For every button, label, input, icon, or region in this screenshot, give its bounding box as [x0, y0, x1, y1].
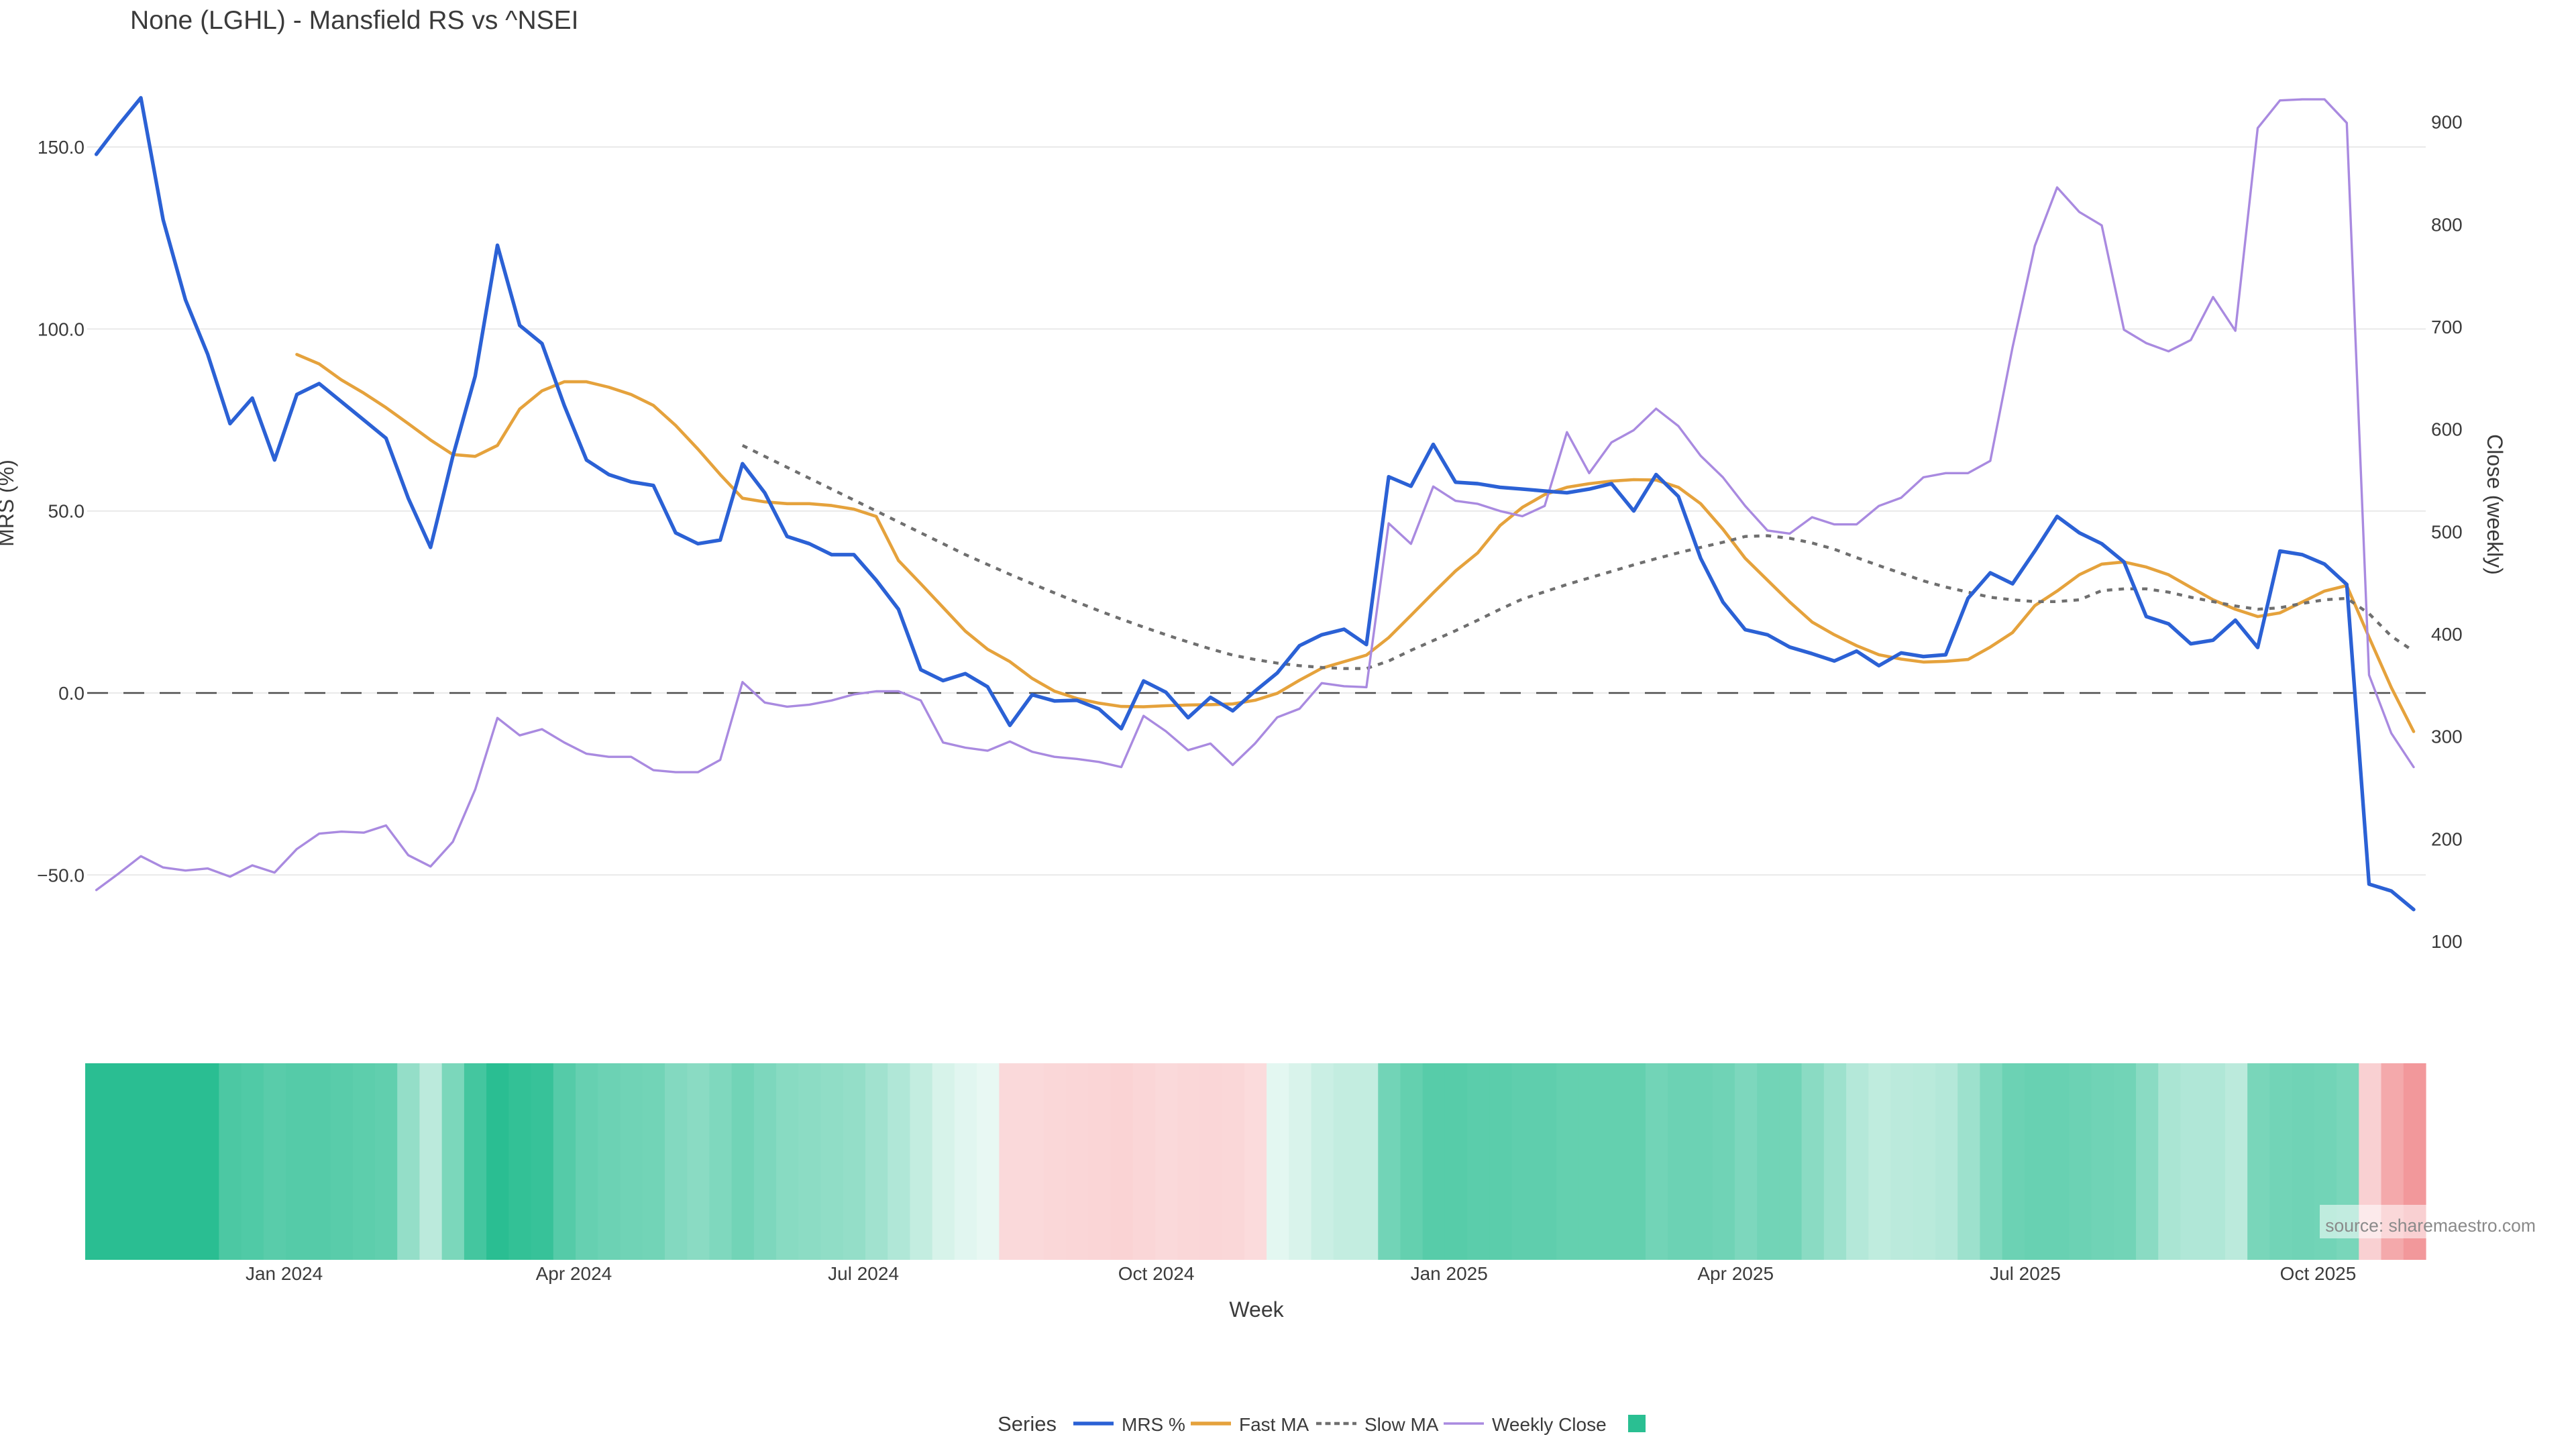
svg-text:None (LGHL) - Mansfield RS vs: None (LGHL) - Mansfield RS vs ^NSEI — [130, 6, 579, 35]
svg-text:Fast MA: Fast MA — [1239, 1414, 1309, 1435]
svg-text:Oct 2024: Oct 2024 — [1118, 1263, 1195, 1284]
svg-text:Jul 2024: Jul 2024 — [828, 1263, 899, 1284]
svg-text:Slow MA: Slow MA — [1364, 1414, 1439, 1435]
svg-text:400: 400 — [2431, 624, 2463, 645]
svg-text:source: sharemaestro.com: source: sharemaestro.com — [2325, 1216, 2536, 1236]
svg-text:700: 700 — [2431, 317, 2463, 337]
svg-text:Jan 2024: Jan 2024 — [246, 1263, 323, 1284]
svg-text:Weekly Close: Weekly Close — [1492, 1414, 1607, 1435]
svg-text:−50.0: −50.0 — [37, 865, 85, 885]
svg-text:Apr 2024: Apr 2024 — [536, 1263, 612, 1284]
svg-text:100.0: 100.0 — [38, 319, 85, 339]
svg-text:MRS (%): MRS (%) — [0, 460, 18, 547]
svg-text:100: 100 — [2431, 931, 2463, 952]
svg-text:Apr 2025: Apr 2025 — [1697, 1263, 1774, 1284]
svg-text:0.0: 0.0 — [58, 683, 85, 704]
svg-text:Close (weekly): Close (weekly) — [2483, 434, 2507, 575]
svg-text:500: 500 — [2431, 521, 2463, 542]
svg-text:Series: Series — [998, 1412, 1057, 1436]
svg-text:600: 600 — [2431, 419, 2463, 440]
svg-text:800: 800 — [2431, 214, 2463, 235]
svg-text:900: 900 — [2431, 112, 2463, 133]
svg-text:Jul 2025: Jul 2025 — [1990, 1263, 2061, 1284]
svg-text:150.0: 150.0 — [38, 137, 85, 158]
svg-text:300: 300 — [2431, 727, 2463, 747]
svg-text:50.0: 50.0 — [48, 501, 85, 522]
svg-text:Oct 2025: Oct 2025 — [2280, 1263, 2357, 1284]
svg-text:Week: Week — [1229, 1297, 1284, 1322]
svg-text:MRS %: MRS % — [1122, 1414, 1185, 1435]
svg-text:Jan 2025: Jan 2025 — [1411, 1263, 1488, 1284]
svg-text:200: 200 — [2431, 828, 2463, 849]
